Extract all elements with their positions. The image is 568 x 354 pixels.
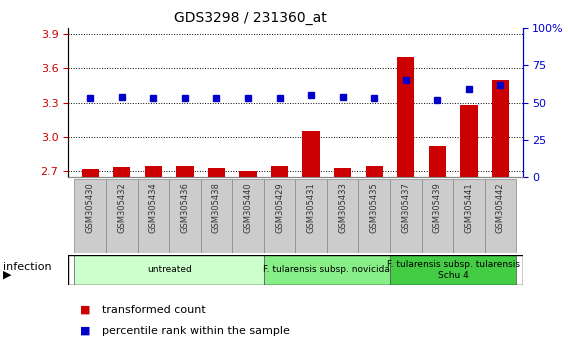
- Text: GSM305430: GSM305430: [86, 183, 95, 233]
- Text: ■: ■: [80, 305, 90, 315]
- Bar: [397, 57, 415, 177]
- Bar: [429, 146, 446, 177]
- Bar: [145, 166, 162, 177]
- Bar: [327, 179, 358, 253]
- Bar: [208, 169, 225, 177]
- Text: F. tularensis subsp. novicida: F. tularensis subsp. novicida: [264, 266, 390, 274]
- Text: GDS3298 / 231360_at: GDS3298 / 231360_at: [174, 11, 326, 25]
- Text: GSM305433: GSM305433: [338, 183, 347, 233]
- Text: ■: ■: [80, 326, 90, 336]
- Text: GSM305435: GSM305435: [370, 183, 379, 233]
- Bar: [113, 167, 131, 177]
- Text: GSM305429: GSM305429: [275, 183, 284, 233]
- Text: GSM305437: GSM305437: [402, 183, 410, 233]
- Bar: [334, 168, 352, 177]
- Bar: [366, 166, 383, 177]
- Bar: [453, 179, 485, 253]
- Text: GSM305440: GSM305440: [244, 183, 253, 233]
- Bar: [169, 179, 201, 253]
- Bar: [176, 166, 194, 177]
- Bar: [303, 131, 320, 177]
- Bar: [201, 179, 232, 253]
- Bar: [74, 179, 106, 253]
- Text: transformed count: transformed count: [102, 305, 206, 315]
- Text: GSM305442: GSM305442: [496, 183, 505, 233]
- Bar: [232, 179, 264, 253]
- Bar: [239, 171, 257, 177]
- Bar: [82, 169, 99, 177]
- Text: GSM305438: GSM305438: [212, 183, 221, 233]
- Text: GSM305441: GSM305441: [465, 183, 473, 233]
- Text: GSM305431: GSM305431: [307, 183, 316, 233]
- Text: infection: infection: [3, 262, 52, 272]
- Bar: [390, 255, 516, 285]
- Text: GSM305439: GSM305439: [433, 183, 442, 233]
- Text: F. tularensis subsp. tularensis
Schu 4: F. tularensis subsp. tularensis Schu 4: [387, 260, 520, 280]
- Bar: [358, 179, 390, 253]
- Text: GSM305432: GSM305432: [118, 183, 126, 233]
- Bar: [264, 179, 295, 253]
- Bar: [492, 80, 509, 177]
- Bar: [74, 255, 264, 285]
- Text: GSM305434: GSM305434: [149, 183, 158, 233]
- Text: percentile rank within the sample: percentile rank within the sample: [102, 326, 290, 336]
- Text: untreated: untreated: [147, 266, 191, 274]
- Bar: [485, 179, 516, 253]
- Bar: [271, 166, 289, 177]
- Bar: [295, 179, 327, 253]
- Text: GSM305436: GSM305436: [181, 183, 189, 233]
- Bar: [390, 179, 421, 253]
- Text: ▶: ▶: [3, 269, 11, 279]
- Bar: [106, 179, 137, 253]
- Bar: [421, 179, 453, 253]
- Bar: [264, 255, 390, 285]
- Bar: [460, 105, 478, 177]
- Bar: [137, 179, 169, 253]
